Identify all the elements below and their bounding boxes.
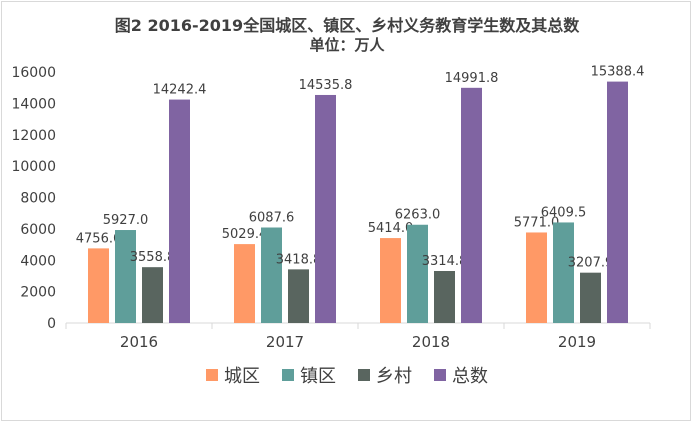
data-label: 14242.4 bbox=[153, 83, 207, 98]
legend-item: 乡村 bbox=[358, 362, 412, 388]
legend-swatch bbox=[282, 369, 294, 381]
data-label: 14991.8 bbox=[445, 71, 499, 86]
y-tick-label: 0 bbox=[47, 316, 56, 332]
legend-label: 城区 bbox=[224, 366, 260, 387]
bar bbox=[261, 227, 282, 323]
legend-swatch bbox=[206, 369, 218, 381]
y-tick-label: 10000 bbox=[11, 159, 56, 175]
data-label: 6263.0 bbox=[395, 208, 441, 223]
bar bbox=[461, 87, 482, 324]
x-tick-label: 2016 bbox=[120, 333, 158, 351]
y-tick-label: 2000 bbox=[20, 285, 56, 301]
legend-label: 乡村 bbox=[376, 366, 412, 387]
legend-swatch bbox=[434, 369, 446, 381]
x-tick-label: 2018 bbox=[412, 333, 450, 351]
data-label: 3207.9 bbox=[568, 256, 614, 271]
bar bbox=[288, 269, 309, 323]
legend-swatch bbox=[358, 369, 370, 381]
bar bbox=[88, 248, 109, 323]
y-tick-label: 16000 bbox=[11, 65, 56, 81]
data-label: 14535.8 bbox=[299, 78, 353, 93]
legend-item: 总数 bbox=[434, 362, 488, 388]
chart-title: 图2 2016-2019全国城区、镇区、乡村义务教育学生数及其总数 bbox=[114, 16, 580, 35]
y-tick-label: 8000 bbox=[20, 191, 56, 207]
data-label: 3314.8 bbox=[422, 254, 468, 269]
bar bbox=[380, 238, 401, 323]
data-label: 5927.0 bbox=[103, 213, 149, 228]
data-label: 5771.0 bbox=[514, 215, 560, 230]
data-label: 15388.4 bbox=[591, 65, 645, 80]
data-label: 5029.4 bbox=[222, 227, 268, 242]
data-label: 6409.5 bbox=[541, 205, 587, 220]
data-label: 4756.6 bbox=[76, 231, 122, 246]
bar bbox=[434, 270, 455, 323]
legend-item: 城区 bbox=[206, 362, 260, 388]
y-tick-label: 14000 bbox=[11, 96, 56, 112]
x-tick-label: 2019 bbox=[558, 333, 596, 351]
bar bbox=[169, 99, 190, 323]
legend-label: 镇区 bbox=[300, 366, 336, 387]
x-tick-label: 2017 bbox=[266, 333, 304, 351]
bar bbox=[115, 230, 136, 323]
bar bbox=[526, 232, 547, 323]
data-label: 3558.8 bbox=[130, 250, 176, 265]
chart-legend: 城区 镇区 乡村 总数 bbox=[0, 362, 694, 388]
legend-label: 总数 bbox=[452, 366, 488, 387]
y-tick-label: 6000 bbox=[20, 222, 56, 238]
y-tick-label: 12000 bbox=[11, 128, 56, 144]
bar bbox=[553, 222, 574, 323]
bar bbox=[234, 244, 255, 323]
chart-subtitle: 单位：万人 bbox=[309, 36, 385, 54]
bar bbox=[580, 272, 601, 323]
bar bbox=[407, 224, 428, 323]
bar bbox=[142, 267, 163, 323]
bar bbox=[607, 81, 628, 323]
data-label: 3418.8 bbox=[276, 252, 322, 267]
y-tick-label: 4000 bbox=[20, 253, 56, 269]
legend-item: 镇区 bbox=[282, 362, 336, 388]
data-label: 6087.6 bbox=[249, 211, 295, 226]
data-label: 5414.0 bbox=[368, 221, 414, 236]
bar bbox=[315, 94, 336, 323]
